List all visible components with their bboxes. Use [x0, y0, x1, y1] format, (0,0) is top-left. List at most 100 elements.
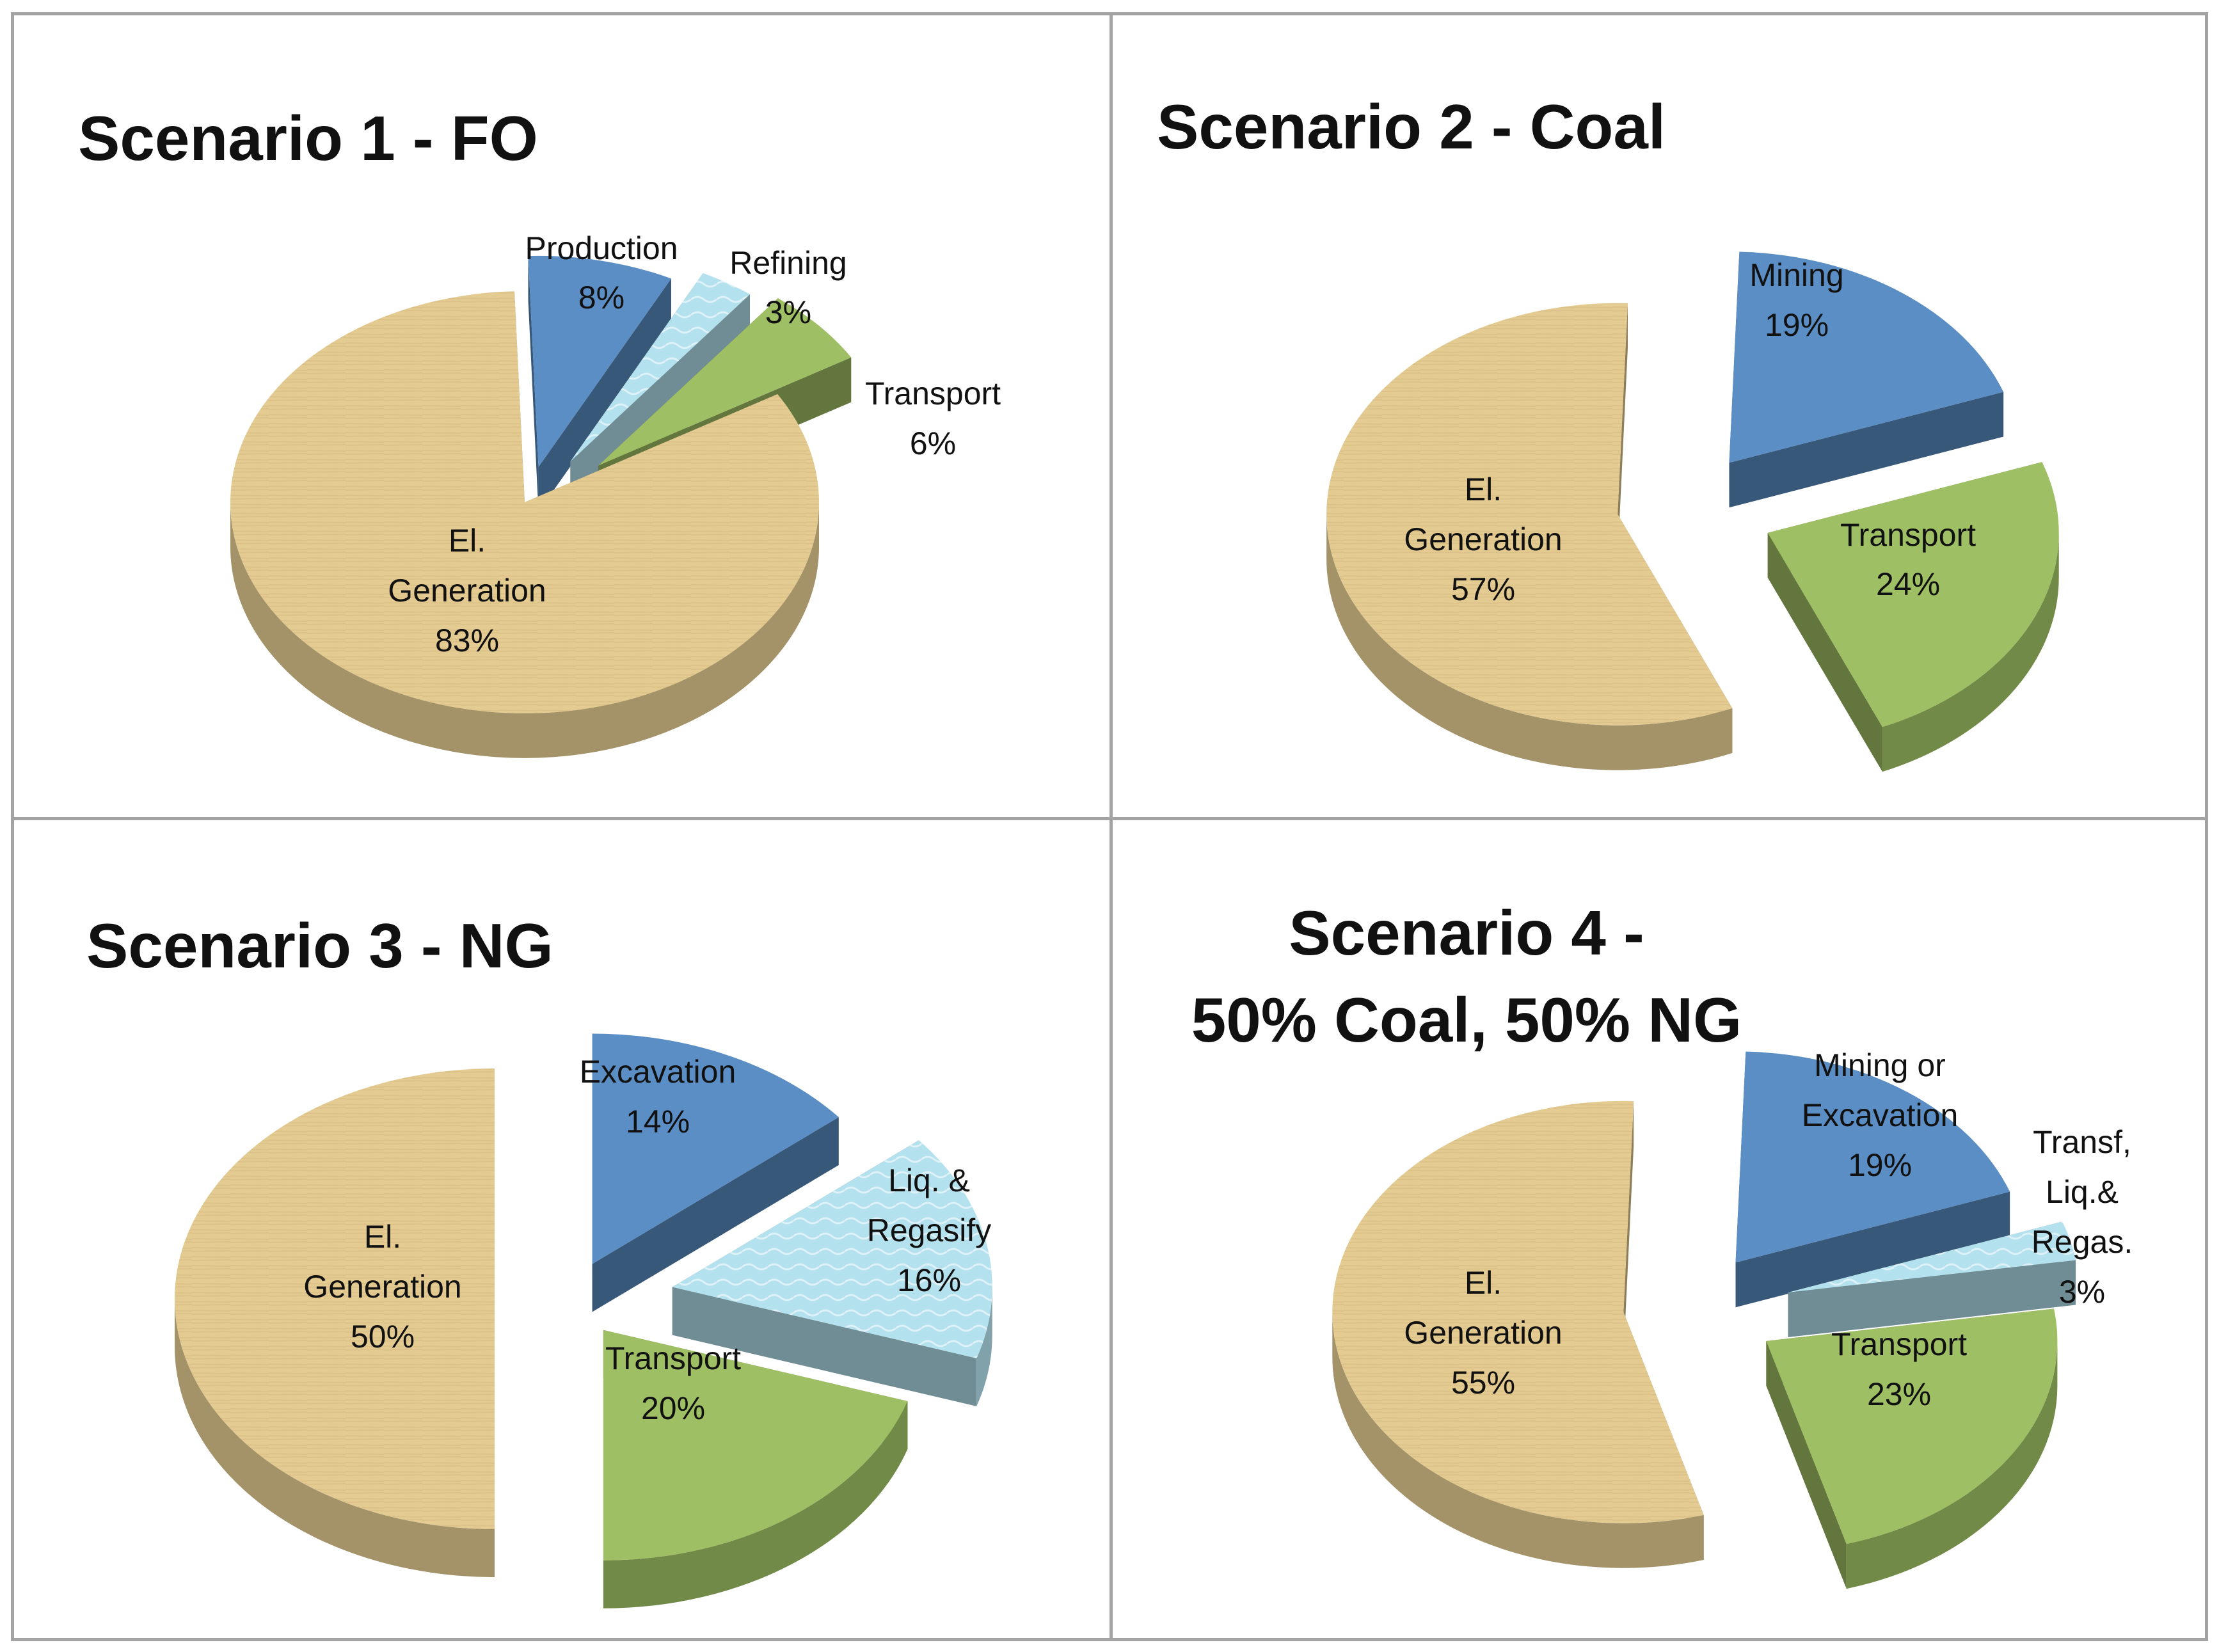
chart-1-value-transport: 6% — [910, 425, 956, 461]
chart-3-value-excavation: 14% — [626, 1104, 690, 1140]
chart-3-label-excavation: Excavation — [580, 1054, 736, 1090]
pie-charts — [175, 251, 2076, 1608]
chart-4-value-mining: 19% — [1848, 1147, 1912, 1183]
chart-1-label-refining: Refining — [729, 245, 847, 281]
chart-4-label-transf-line-3: Regas. — [2032, 1224, 2133, 1260]
slice-texture — [1788, 1221, 2076, 1292]
slice-side — [230, 502, 819, 758]
slice-side — [1326, 514, 1733, 770]
chart-1-value-generation: 83% — [435, 623, 499, 658]
slice-wall — [592, 1116, 839, 1312]
chart-3-label-liq-line-1: Liq. & — [888, 1163, 970, 1198]
slice-wall — [1788, 1260, 2076, 1337]
slice-wall — [1767, 532, 1882, 772]
chart-1-pie — [230, 255, 852, 758]
chart-3-slice-excavation — [592, 1033, 839, 1312]
slice-top — [528, 255, 671, 467]
slice-wall — [672, 1287, 977, 1406]
slice-top — [1729, 251, 2004, 463]
slice-wall — [528, 256, 539, 512]
chart-4-slice-el-generation — [1332, 1100, 1704, 1568]
slice-side — [175, 1299, 495, 1577]
slice-wall — [1623, 1100, 1634, 1357]
chart-3-value-transport: 20% — [641, 1390, 705, 1426]
chart-4-title-line-1: Scenario 4 - — [1289, 898, 1644, 968]
slice-top — [592, 1033, 839, 1264]
chart-4-value-transf: 3% — [2059, 1274, 2105, 1310]
chart-2-slice-transport — [1767, 462, 2059, 772]
slice-side — [976, 1287, 992, 1406]
slice-side — [1882, 532, 2059, 772]
chart-2-label-mining: Mining — [1749, 257, 1843, 293]
chart-4-value-generation: 55% — [1451, 1365, 1515, 1401]
slice-texture — [570, 273, 751, 462]
chart-4-slice-transf-liq-regas — [1788, 1221, 2076, 1337]
chart-3-label-transport: Transport — [605, 1340, 741, 1376]
chart-1-label-generation-line-2: Generation — [388, 573, 546, 608]
chart-4-label-transf-line-1: Transf, — [2033, 1124, 2131, 1160]
slice-side — [1332, 1312, 1704, 1568]
chart-4-label-transf-line-2: Liq.& — [2046, 1174, 2119, 1210]
chart-4-label-mining-line-2: Excavation — [1802, 1097, 1959, 1133]
slice-top — [603, 1330, 908, 1561]
slice-texture — [672, 1140, 992, 1358]
grid-divider-horizontal — [14, 817, 2205, 820]
slice-top — [1767, 462, 2059, 727]
slice-wall — [1766, 1340, 1847, 1589]
slice-top — [1766, 1308, 2058, 1545]
chart-1-slice-production — [528, 255, 671, 512]
chart-4-pie — [1332, 1051, 2076, 1589]
chart-4-label-generation-line-1: El. — [1465, 1265, 1502, 1301]
chart-2-label-transport: Transport — [1840, 517, 1976, 553]
chart-4-slice-mining-or-excavation — [1735, 1051, 2010, 1308]
slice-texture — [230, 291, 819, 713]
slice-top — [598, 298, 852, 466]
chart-2-slice-mining — [1729, 251, 2004, 508]
chart-4-title-line-2: 50% Coal, 50% NG — [1191, 985, 1742, 1055]
chart-1-label-production: Production — [525, 230, 678, 266]
chart-2-slice-el-generation — [1326, 303, 1733, 770]
slice-wall — [1729, 392, 2004, 508]
chart-1-value-refining: 3% — [765, 294, 811, 330]
chart-1-title: Scenario 1 - FO — [78, 103, 538, 173]
chart-1-value-production: 8% — [578, 280, 624, 315]
chart-4-label-generation-line-2: Generation — [1404, 1315, 1562, 1351]
chart-2-value-mining: 19% — [1765, 307, 1829, 343]
chart-2-label-generation-line-2: Generation — [1404, 521, 1562, 557]
chart-3-slice-el-generation — [175, 1068, 495, 1577]
chart-4-slice-transport — [1766, 1308, 2058, 1589]
chart-3-pie — [175, 1033, 992, 1608]
slice-side — [603, 1401, 908, 1608]
chart-3-value-liq: 16% — [897, 1262, 961, 1298]
chart-2-pie — [1326, 251, 2059, 772]
chart-2-value-generation: 57% — [1451, 571, 1515, 607]
slice-texture — [1326, 303, 1733, 726]
chart-3-label-generation-line-2: Generation — [303, 1269, 461, 1305]
chart-3-slice-liq-regasify — [672, 1140, 992, 1406]
slice-wall — [1618, 303, 1628, 559]
slice-top — [1735, 1051, 2010, 1263]
chart-4-value-transport: 23% — [1867, 1376, 1931, 1412]
chart-2-label-generation-line-1: El. — [1465, 472, 1502, 507]
chart-1-slice-el-generation — [230, 291, 819, 758]
chart-4-label-mining-line-1: Mining or — [1814, 1047, 1946, 1083]
chart-4-label-transport: Transport — [1831, 1326, 1967, 1362]
chart-2-title: Scenario 2 - Coal — [1157, 91, 1666, 162]
chart-3-value-generation: 50% — [351, 1319, 415, 1354]
chart-3-label-generation-line-1: El. — [364, 1219, 401, 1255]
chart-1-slice-refining — [570, 273, 751, 507]
chart-3-title: Scenario 3 - NG — [86, 910, 553, 981]
chart-2-value-transport: 24% — [1876, 566, 1940, 602]
grid-divider-vertical — [1110, 15, 1113, 1638]
chart-grid — [11, 12, 2208, 1641]
chart-1-label-generation-line-1: El. — [449, 523, 486, 559]
slice-wall — [538, 278, 671, 512]
chart-1-label-transport: Transport — [865, 376, 1001, 411]
slice-side — [1846, 1340, 2058, 1589]
chart-3-slice-transport — [603, 1330, 908, 1608]
slice-texture — [1332, 1100, 1704, 1523]
slice-texture — [175, 1068, 495, 1529]
slice-wall — [1735, 1191, 2010, 1308]
chart-3-label-liq-line-2: Regasify — [867, 1212, 992, 1248]
